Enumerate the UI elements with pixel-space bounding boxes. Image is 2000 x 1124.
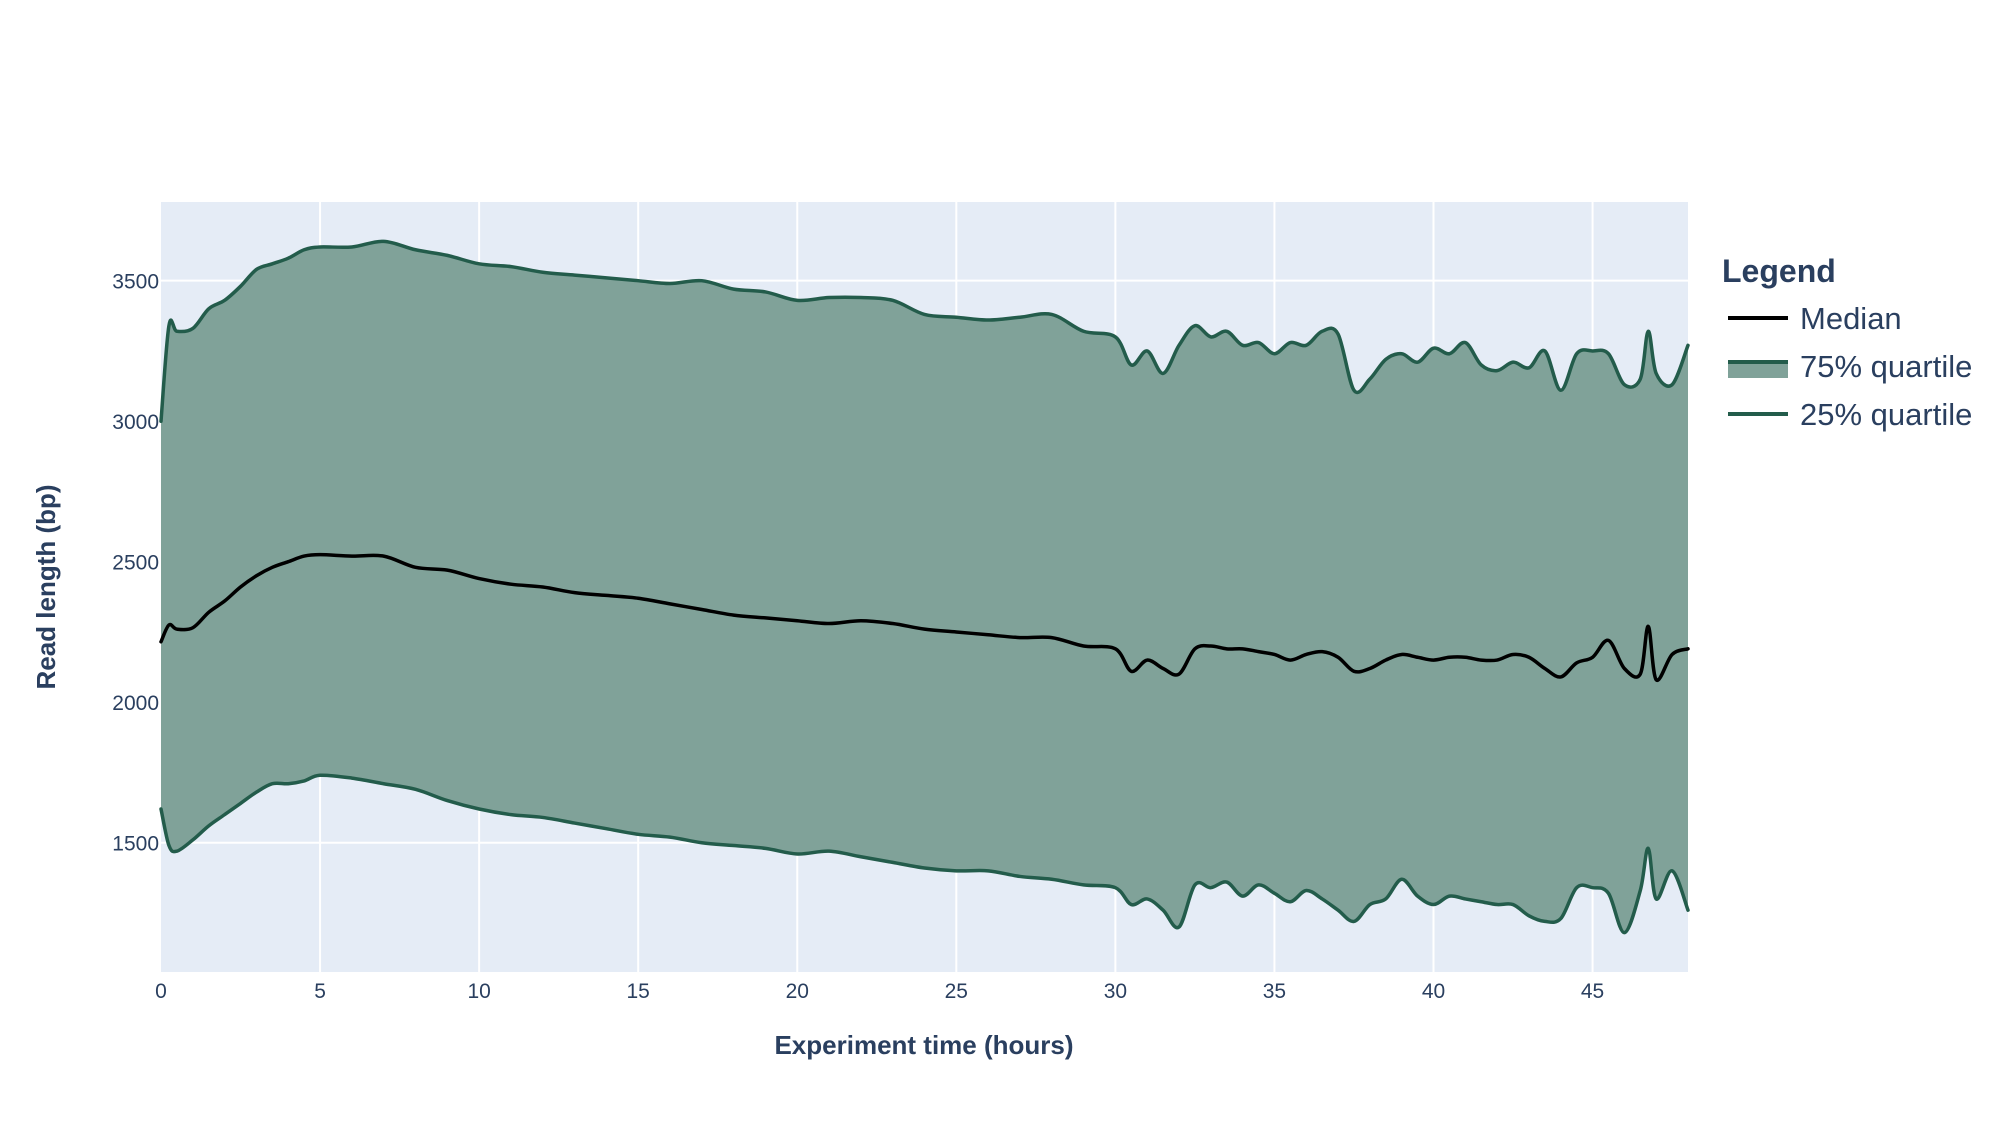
legend-item-median[interactable]: Median bbox=[1728, 301, 1902, 336]
y-tick-labels: 1500 2000 2500 3000 3500 bbox=[112, 271, 159, 856]
x-tick-labels: 0 5 10 15 20 25 30 35 40 45 bbox=[155, 980, 1604, 1003]
legend-items: Median 75% quartile 25% quartile bbox=[1728, 301, 1972, 432]
x-tick-label: 25 bbox=[945, 980, 968, 1003]
legend-item-75-quartile[interactable]: 75% quartile bbox=[1728, 349, 1972, 384]
quartile-fill-layer bbox=[161, 241, 1688, 933]
series-lines-layer bbox=[159, 239, 1690, 935]
x-tick-label: 30 bbox=[1104, 980, 1127, 1003]
y-axis-title: Read length (bp) bbox=[31, 484, 61, 689]
y-tick-label: 3000 bbox=[112, 411, 159, 434]
x-tick-label: 0 bbox=[155, 980, 167, 1003]
x-tick-label: 20 bbox=[786, 980, 809, 1003]
legend-label: 25% quartile bbox=[1800, 397, 1972, 432]
legend-item-25-quartile[interactable]: 25% quartile bbox=[1728, 397, 1972, 432]
y-tick-label: 1500 bbox=[112, 833, 159, 856]
legend-title: Legend bbox=[1722, 253, 1836, 289]
x-axis-title: Experiment time (hours) bbox=[774, 1030, 1073, 1060]
x-tick-label: 5 bbox=[314, 980, 326, 1003]
x-tick-label: 15 bbox=[627, 980, 650, 1003]
legend: Legend Median 75% quartile 25% quartile bbox=[1722, 253, 1972, 432]
x-tick-label: 40 bbox=[1422, 980, 1445, 1003]
legend-swatch-fill bbox=[1728, 362, 1788, 378]
series-line-median bbox=[159, 552, 1690, 682]
legend-label: 75% quartile bbox=[1800, 349, 1972, 384]
series-line-25-quartile bbox=[159, 773, 1690, 935]
legend-label: Median bbox=[1800, 301, 1902, 336]
x-tick-label: 35 bbox=[1263, 980, 1286, 1003]
y-tick-label: 3500 bbox=[112, 271, 159, 294]
series-line-75-quartile bbox=[159, 239, 1690, 423]
quartile-band bbox=[161, 241, 1688, 933]
x-tick-label: 45 bbox=[1581, 980, 1604, 1003]
y-tick-label: 2500 bbox=[112, 552, 159, 575]
x-tick-label: 10 bbox=[467, 980, 490, 1003]
y-tick-label: 2000 bbox=[112, 692, 159, 715]
